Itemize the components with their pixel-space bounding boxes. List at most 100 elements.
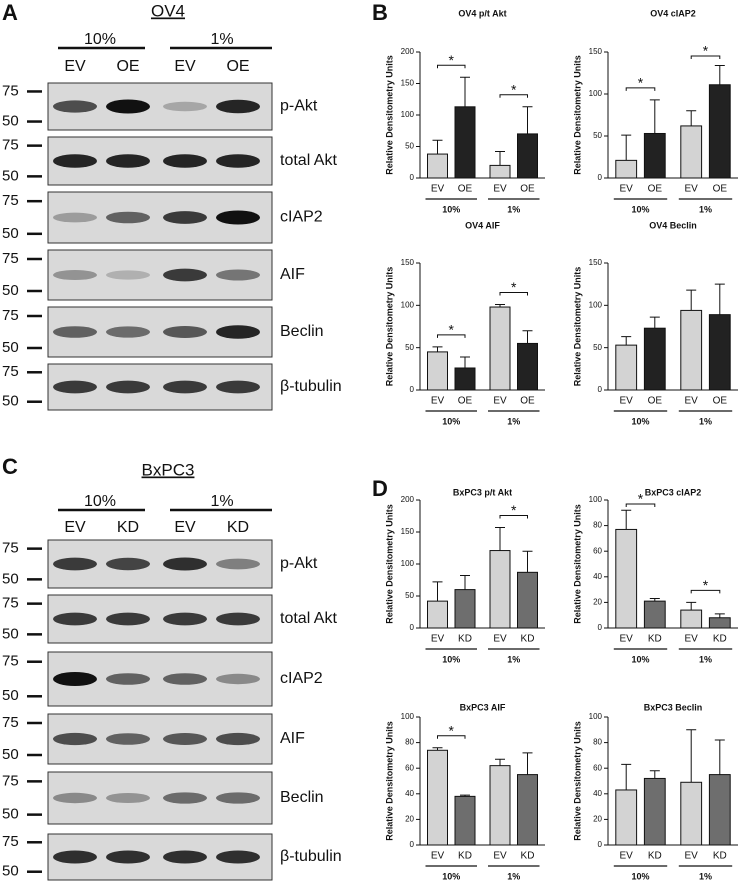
band (106, 792, 150, 804)
band (163, 326, 207, 338)
group-label: 1% (699, 654, 712, 664)
y-tick-label: 80 (593, 738, 602, 747)
group-label: 1% (507, 871, 520, 881)
x-tick-label: EV (685, 396, 699, 407)
significance-mark: * (449, 52, 455, 68)
band (53, 269, 97, 281)
band (216, 792, 260, 804)
x-tick-label: EV (620, 396, 634, 407)
y-tick-label: 100 (589, 495, 603, 504)
group-label: 1% (507, 416, 520, 426)
x-tick-label: KD (648, 851, 662, 862)
error-bar (432, 581, 443, 602)
significance-bracket (437, 735, 466, 739)
bar (615, 789, 638, 846)
bar (489, 765, 511, 846)
mw-marker: 50 (2, 167, 19, 184)
error-bar (432, 346, 443, 352)
error-bar (686, 110, 697, 126)
y-axis-label: Relative Densitometry Units (384, 721, 394, 841)
bar (680, 125, 703, 179)
band (216, 673, 260, 685)
protein-label: total Akt (280, 152, 337, 169)
bar (489, 164, 511, 179)
mw-marker: 75 (2, 540, 19, 557)
bar (489, 550, 511, 629)
mw-marker: 50 (2, 863, 19, 880)
x-tick-label: EV (685, 634, 699, 645)
lane-label: KD (227, 519, 249, 536)
bar (454, 106, 476, 179)
band (53, 154, 97, 168)
mw-marker: 75 (2, 192, 19, 209)
panel-label: A (2, 0, 18, 25)
band (53, 326, 97, 338)
lane-label: EV (64, 58, 86, 75)
y-tick-label: 100 (401, 559, 415, 568)
band (106, 326, 150, 338)
x-tick-label: KD (458, 634, 472, 645)
band (106, 733, 150, 745)
lane-label: EV (174, 58, 196, 75)
band (163, 211, 207, 224)
x-tick-label: OE (713, 396, 728, 407)
y-tick-label: 100 (401, 300, 415, 309)
error-bar (621, 509, 632, 530)
group-label: 1% (699, 204, 712, 214)
bar (680, 781, 703, 846)
x-tick-label: EV (431, 634, 445, 645)
mw-marker: 75 (2, 714, 19, 731)
x-tick-label: OE (648, 184, 663, 195)
protein-label: AIF (280, 266, 305, 283)
lane-label: EV (64, 519, 86, 536)
group-label: 10% (631, 204, 649, 214)
y-tick-label: 20 (593, 815, 602, 824)
bar (643, 327, 666, 391)
band (106, 380, 150, 394)
chart-title: OV4 cIAP2 (650, 8, 696, 18)
band (163, 850, 207, 864)
mw-marker: 50 (2, 806, 19, 823)
protein-label: p-Akt (280, 98, 318, 115)
band (106, 850, 150, 864)
x-tick-label: OE (458, 184, 473, 195)
y-tick-label: 100 (589, 300, 603, 309)
band (216, 380, 260, 394)
significance-mark: * (638, 491, 644, 507)
band (106, 673, 150, 685)
bar (454, 367, 476, 391)
y-tick-label: 200 (401, 47, 415, 56)
x-tick-label: EV (620, 851, 634, 862)
bar (615, 159, 638, 179)
protein-label: cIAP2 (280, 209, 323, 226)
band (216, 558, 260, 570)
error-bar (522, 106, 533, 134)
group-label: 10% (442, 871, 460, 881)
group-label: 1% (699, 871, 712, 881)
bar (517, 342, 538, 391)
error-bar (621, 336, 632, 346)
band (106, 612, 150, 626)
group-label: 1% (507, 204, 520, 214)
panel-label: D (372, 476, 388, 501)
lane-label: EV (174, 519, 196, 536)
significance-bracket (499, 291, 528, 296)
error-bar (649, 99, 660, 134)
error-bar (686, 601, 697, 611)
error-bar (495, 758, 505, 766)
y-tick-label: 150 (401, 527, 415, 536)
x-tick-label: KD (713, 634, 727, 645)
y-tick-label: 0 (598, 623, 603, 632)
x-tick-label: EV (431, 184, 445, 195)
band (216, 210, 260, 225)
significance-bracket (499, 94, 528, 98)
protein-label: β-tubulin (280, 378, 342, 395)
mw-marker: 75 (2, 595, 19, 612)
bar (427, 153, 448, 179)
band (163, 154, 207, 168)
y-tick-label: 0 (410, 840, 415, 849)
x-tick-label: EV (685, 184, 699, 195)
lane-label: OE (226, 58, 249, 75)
significance-mark: * (703, 577, 709, 593)
group-label: 10% (442, 416, 460, 426)
